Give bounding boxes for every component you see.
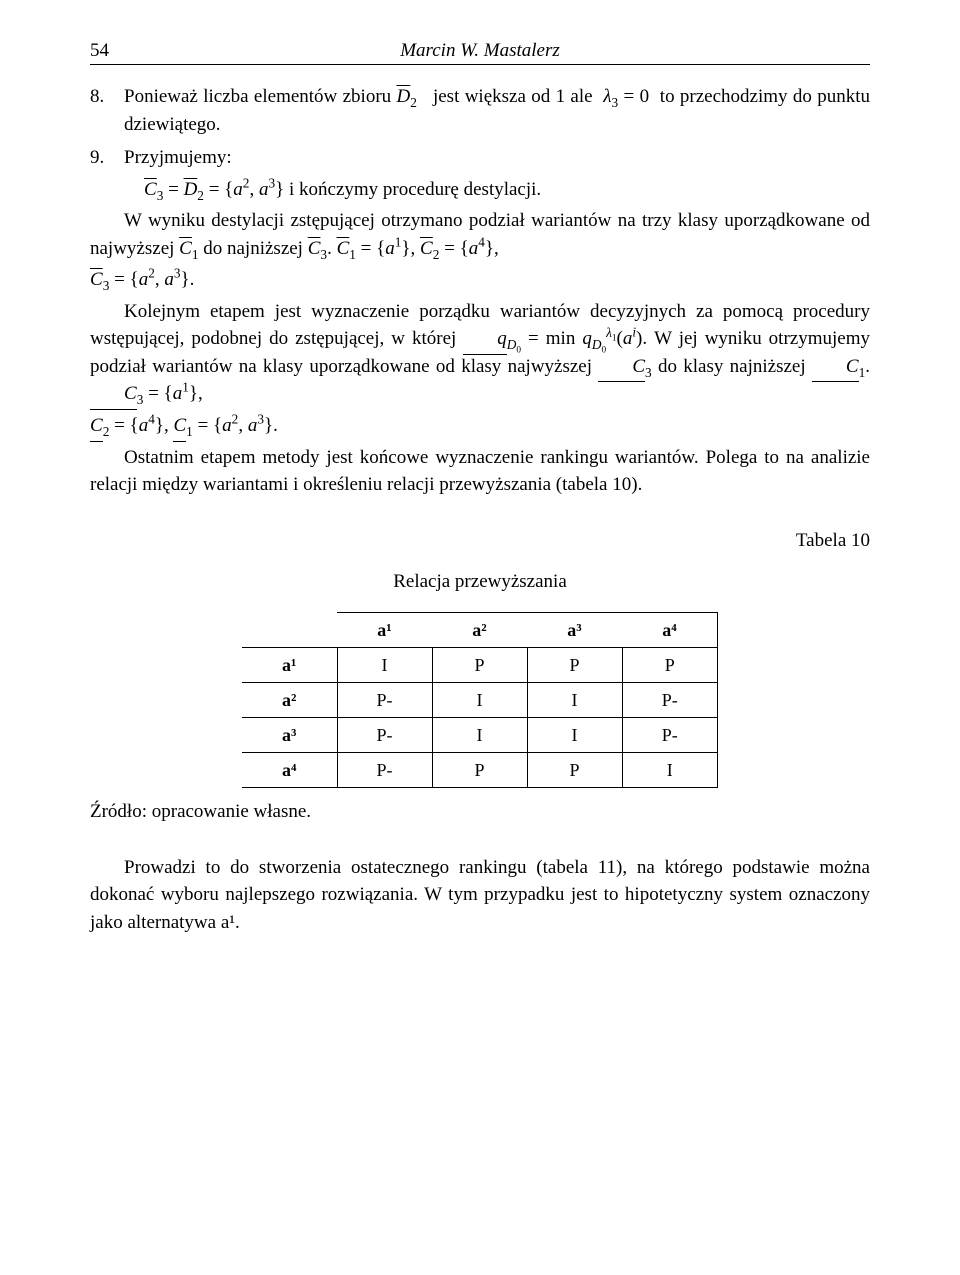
cell: I — [337, 647, 432, 682]
cell: P — [622, 647, 718, 682]
table-label: Tabela 10 — [90, 527, 870, 555]
cell: P — [527, 753, 622, 788]
t: do klasy najniższej — [652, 356, 812, 377]
col-a3: a³ — [527, 612, 622, 647]
cell: I — [527, 718, 622, 753]
paragraph-4: Prowadzi to do stworzenia ostatecznego r… — [90, 854, 870, 937]
table-header-row: a¹ a² a³ a⁴ — [242, 612, 718, 647]
cell: P- — [337, 718, 432, 753]
item-9-body: Przyjmujemy: — [124, 144, 870, 172]
col-a4: a⁴ — [622, 612, 718, 647]
rowhead: a⁴ — [242, 753, 337, 788]
cell: P- — [337, 682, 432, 717]
paragraph-2: Kolejnym etapem jest wyznaczenie porządk… — [90, 298, 870, 408]
relation-table: a¹ a² a³ a⁴ a¹ I P P P a² P- I I P- a³ — [242, 612, 718, 788]
rowhead: a³ — [242, 718, 337, 753]
list-item-9: 9. Przyjmujemy: C3 = D2 = {a2, a3} i koń… — [90, 144, 870, 203]
col-a1: a¹ — [337, 612, 432, 647]
page-header: 54 Marcin W. Mastalerz . — [90, 40, 870, 65]
cell: P- — [622, 718, 718, 753]
item-9-formula: C3 = D2 = {a2, a3} i kończymy procedurę … — [144, 176, 870, 204]
list-item-8: 8. Ponieważ liczba elementów zbioru D2 j… — [90, 83, 870, 138]
paragraph-3: Ostatnim etapem metody jest końcowe wyzn… — [90, 444, 870, 499]
item-number-8: 8. — [90, 83, 124, 138]
table-row: a³ P- I I P- — [242, 718, 718, 753]
table-title: Relacja przewyższania — [90, 568, 870, 596]
t: Przyjmujemy: — [124, 147, 232, 168]
cell: P — [432, 753, 527, 788]
cell: I — [432, 718, 527, 753]
body-text: 8. Ponieważ liczba elementów zbioru D2 j… — [90, 83, 870, 936]
t: jest większa od 1 ale — [428, 86, 598, 107]
paragraph-1b: C3 = {a2, a3}. — [90, 266, 870, 294]
rowhead: a¹ — [242, 647, 337, 682]
rowhead: a² — [242, 682, 337, 717]
table-row: a² P- I I P- — [242, 682, 718, 717]
table-row: a⁴ P- P P I — [242, 753, 718, 788]
cell: P- — [337, 753, 432, 788]
cell: I — [432, 682, 527, 717]
paragraph-1: W wyniku destylacji zstępującej otrzyman… — [90, 207, 870, 262]
cell: P — [432, 647, 527, 682]
t: i kończymy procedurę destylacji. — [284, 179, 541, 200]
item-8-body: Ponieważ liczba elementów zbioru D2 jest… — [124, 83, 870, 138]
item-number-9: 9. — [90, 144, 124, 172]
t: do najniższej — [199, 238, 308, 259]
cell: P- — [622, 682, 718, 717]
cell: P — [527, 647, 622, 682]
t: Ponieważ liczba elementów zbioru — [124, 86, 397, 107]
table-row: a¹ I P P P — [242, 647, 718, 682]
author-name: Marcin W. Mastalerz — [400, 40, 560, 62]
table-source: Źródło: opracowanie własne. — [90, 798, 870, 826]
col-a2: a² — [432, 612, 527, 647]
paragraph-2b: C2 = {a4}, C1 = {a2, a3}. — [90, 412, 870, 440]
page-number: 54 — [90, 40, 109, 62]
cell: I — [622, 753, 718, 788]
cell: I — [527, 682, 622, 717]
